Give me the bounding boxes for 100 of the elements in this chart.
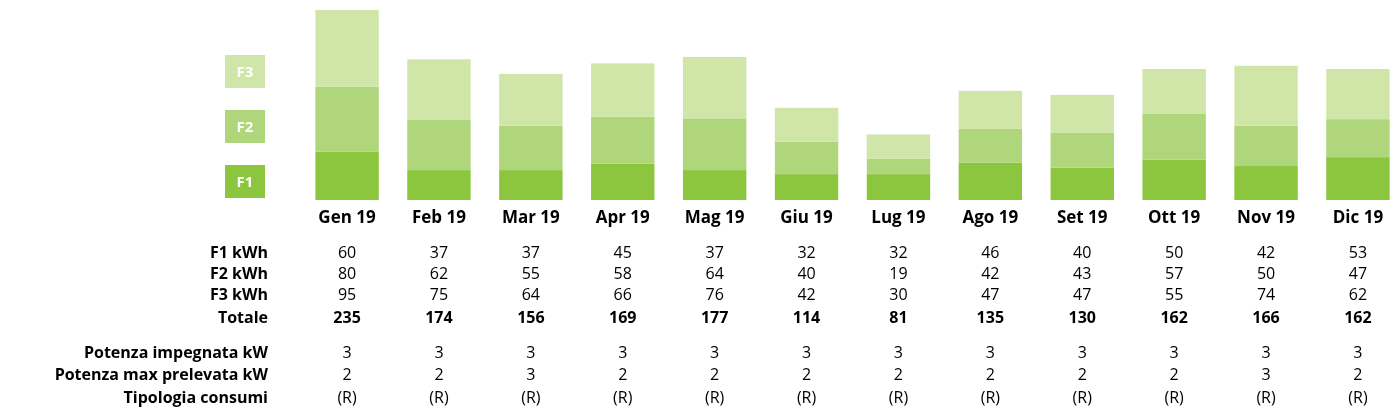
text: F3 kWh xyxy=(210,283,268,305)
text: 3 xyxy=(434,341,444,363)
data-label: 80 xyxy=(337,262,357,284)
text: F1 kWh xyxy=(210,241,268,263)
text: 3 xyxy=(1261,363,1271,385)
text: 3 xyxy=(893,341,904,363)
x-tick-label: Nov 19 xyxy=(1237,205,1296,228)
data-label: 50 xyxy=(1165,241,1184,263)
data-label: 30 xyxy=(889,283,908,305)
data-label: 42 xyxy=(1256,241,1276,263)
data-label: 47 xyxy=(1073,283,1092,305)
text: 162 xyxy=(1344,306,1372,328)
text: 2 xyxy=(1353,363,1363,385)
x-tick-label: Feb 19 xyxy=(411,205,467,228)
x-tick-label: Set 19 xyxy=(1056,205,1108,228)
bar xyxy=(499,125,563,171)
text: 3 xyxy=(618,341,628,363)
bar xyxy=(407,170,471,200)
data-label: 32 xyxy=(889,241,908,263)
text: 169 xyxy=(609,306,637,328)
data-label: 62 xyxy=(1348,283,1368,305)
text: 3 xyxy=(526,363,536,385)
bar xyxy=(499,73,563,126)
bar xyxy=(1142,69,1206,114)
text: 2 xyxy=(618,363,628,385)
text: F3 xyxy=(236,61,254,81)
text: 162 xyxy=(1160,306,1188,328)
data-label: 47 xyxy=(1348,262,1368,284)
text: 3 xyxy=(1077,341,1087,363)
text: 156 xyxy=(517,306,545,328)
text: Potenza max prelevata kW xyxy=(54,363,269,385)
text: (R) xyxy=(1348,386,1368,408)
bar xyxy=(1050,167,1114,200)
text: (R) xyxy=(705,386,725,408)
data-label: 42 xyxy=(981,262,1000,284)
bar xyxy=(315,10,379,87)
data-label: 40 xyxy=(1073,241,1092,263)
x-tick-label: Lug 19 xyxy=(871,205,926,228)
text: (R) xyxy=(1256,386,1276,408)
data-label: 40 xyxy=(797,262,816,284)
x-tick-label: Gen 19 xyxy=(318,205,377,228)
bar xyxy=(1326,157,1390,200)
text: 130 xyxy=(1068,306,1096,328)
text: F2 xyxy=(236,116,254,136)
bar xyxy=(1142,113,1206,160)
data-label: 55 xyxy=(521,262,540,284)
data-label: 76 xyxy=(705,283,724,305)
x-tick-label: Mar 19 xyxy=(501,205,561,228)
data-label: 58 xyxy=(613,262,632,284)
text: 2 xyxy=(985,363,995,385)
bar xyxy=(774,141,839,175)
text: (R) xyxy=(888,386,909,408)
text: 3 xyxy=(710,341,720,363)
data-label: 47 xyxy=(981,283,1000,305)
text: 166 xyxy=(1252,306,1280,328)
x-tick-label: Ott 19 xyxy=(1148,205,1201,228)
bar xyxy=(1050,94,1114,133)
bar xyxy=(591,163,655,200)
bar xyxy=(315,151,379,200)
text: 3 xyxy=(1261,341,1271,363)
text: 2 xyxy=(801,363,812,385)
data-label: 53 xyxy=(1348,241,1368,263)
data-label: 55 xyxy=(1165,283,1184,305)
bar xyxy=(866,174,931,200)
data-label: 37 xyxy=(705,241,724,263)
x-tick-label: Giu 19 xyxy=(780,205,834,228)
text: Potenza impegnata kW xyxy=(83,341,269,363)
text: 235 xyxy=(333,306,361,328)
text: 3 xyxy=(1353,341,1363,363)
bar xyxy=(1050,132,1114,168)
bar xyxy=(682,118,747,171)
bar xyxy=(591,63,655,117)
data-label: 62 xyxy=(429,262,449,284)
text: Totale xyxy=(217,306,268,328)
text: F2 kWh xyxy=(210,262,268,284)
text: (R) xyxy=(337,386,357,408)
text: (R) xyxy=(613,386,633,408)
bar xyxy=(591,116,655,164)
text: 2 xyxy=(1077,363,1087,385)
bar xyxy=(958,162,1023,200)
data-label: 57 xyxy=(1165,262,1184,284)
bar xyxy=(499,170,563,200)
x-tick-label: Mag 19 xyxy=(684,205,745,228)
data-label: 66 xyxy=(613,283,632,305)
text: Tipologia consumi xyxy=(123,386,268,408)
bar xyxy=(1234,65,1298,126)
bar xyxy=(682,56,747,119)
text: (R) xyxy=(521,386,541,408)
bar xyxy=(866,158,931,175)
bar xyxy=(315,86,379,152)
text: (R) xyxy=(796,386,817,408)
data-label: 19 xyxy=(889,262,908,284)
text: 3 xyxy=(342,341,352,363)
text: 174 xyxy=(425,306,453,328)
bar xyxy=(866,134,931,159)
bar xyxy=(1234,125,1298,167)
text: (R) xyxy=(1164,386,1185,408)
text: (R) xyxy=(429,386,449,408)
x-tick-label: Ago 19 xyxy=(962,205,1019,228)
data-label: 37 xyxy=(429,241,449,263)
